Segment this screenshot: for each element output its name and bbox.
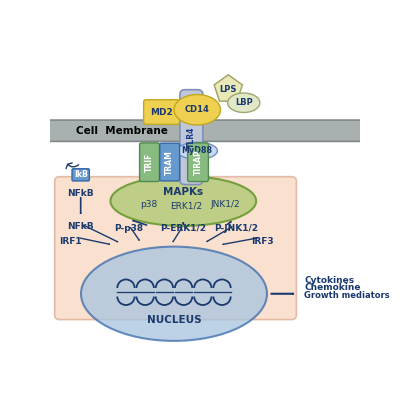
Text: ERK1/2: ERK1/2 [170, 202, 202, 211]
Ellipse shape [81, 246, 267, 341]
Text: TLR4: TLR4 [187, 126, 196, 148]
Polygon shape [214, 75, 242, 101]
Text: JNK1/2: JNK1/2 [210, 199, 240, 209]
FancyBboxPatch shape [55, 177, 296, 320]
Text: Cytokines: Cytokines [304, 276, 354, 284]
Text: IRF3: IRF3 [251, 237, 274, 246]
Text: Growth mediators: Growth mediators [304, 291, 390, 300]
Text: p38: p38 [140, 199, 158, 209]
Text: LBP: LBP [235, 98, 253, 107]
Ellipse shape [177, 142, 218, 159]
Text: CD14: CD14 [185, 105, 210, 114]
Text: IkB: IkB [74, 170, 88, 179]
FancyBboxPatch shape [188, 143, 208, 182]
Text: MAPKs: MAPKs [163, 187, 203, 197]
Text: MD2: MD2 [150, 107, 173, 117]
Text: Chemokine: Chemokine [304, 283, 361, 292]
Text: IRF1: IRF1 [59, 237, 82, 246]
Ellipse shape [228, 93, 260, 113]
FancyBboxPatch shape [49, 120, 361, 141]
Text: TIRAP: TIRAP [194, 149, 202, 175]
FancyBboxPatch shape [144, 100, 180, 124]
Ellipse shape [174, 94, 220, 125]
Text: NUCLEUS: NUCLEUS [147, 314, 201, 325]
FancyBboxPatch shape [72, 169, 89, 181]
Text: P-p38: P-p38 [114, 224, 144, 233]
Text: TRIF: TRIF [145, 152, 154, 172]
FancyBboxPatch shape [160, 143, 180, 181]
Text: LPS: LPS [220, 85, 237, 94]
Text: P-JNK1/2: P-JNK1/2 [214, 224, 258, 233]
FancyBboxPatch shape [180, 90, 203, 184]
Text: NFkB: NFkB [67, 222, 94, 231]
FancyBboxPatch shape [140, 143, 160, 182]
Text: Cell  Membrane: Cell Membrane [76, 126, 168, 136]
Text: MyD88: MyD88 [182, 146, 213, 155]
Ellipse shape [110, 176, 256, 226]
Text: NFkB: NFkB [67, 189, 94, 198]
Text: P-ERK1/2: P-ERK1/2 [160, 224, 206, 233]
Text: TRAM: TRAM [165, 150, 174, 175]
